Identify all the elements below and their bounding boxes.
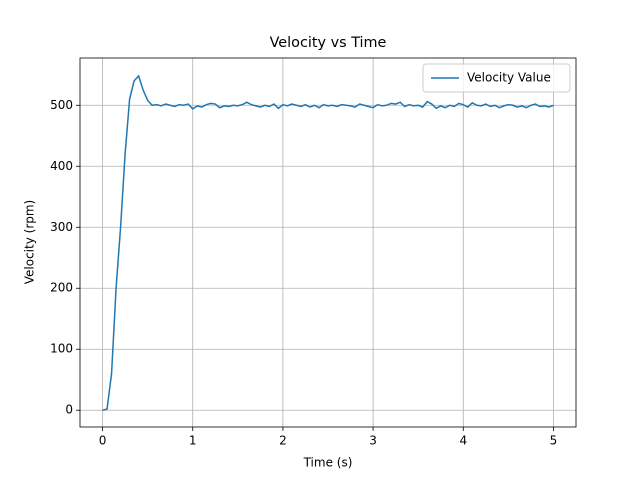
y-tick-label: 200 xyxy=(50,281,73,295)
y-tick-label: 500 xyxy=(50,98,73,112)
y-tick-label: 0 xyxy=(65,403,73,417)
legend-box xyxy=(422,63,571,93)
x-axis-label: Time (s) xyxy=(303,456,353,470)
data-line xyxy=(102,74,554,411)
x-tick-label: 1 xyxy=(189,434,197,448)
y-tick-label: 400 xyxy=(50,159,73,173)
axes-frame xyxy=(79,57,577,428)
chart-title: Velocity vs Time xyxy=(270,35,387,51)
x-tick-label: 2 xyxy=(279,434,287,448)
x-tick-label: 0 xyxy=(99,434,107,448)
x-tick-label: 4 xyxy=(459,434,467,448)
y-tick-label: 300 xyxy=(50,220,73,234)
y-axis-label: Velocity (rpm) xyxy=(23,200,37,285)
x-tick-label: 3 xyxy=(369,434,377,448)
y-tick-label: 100 xyxy=(50,342,73,356)
legend-label: Velocity Value xyxy=(467,71,551,85)
x-tick-label: 5 xyxy=(550,434,558,448)
